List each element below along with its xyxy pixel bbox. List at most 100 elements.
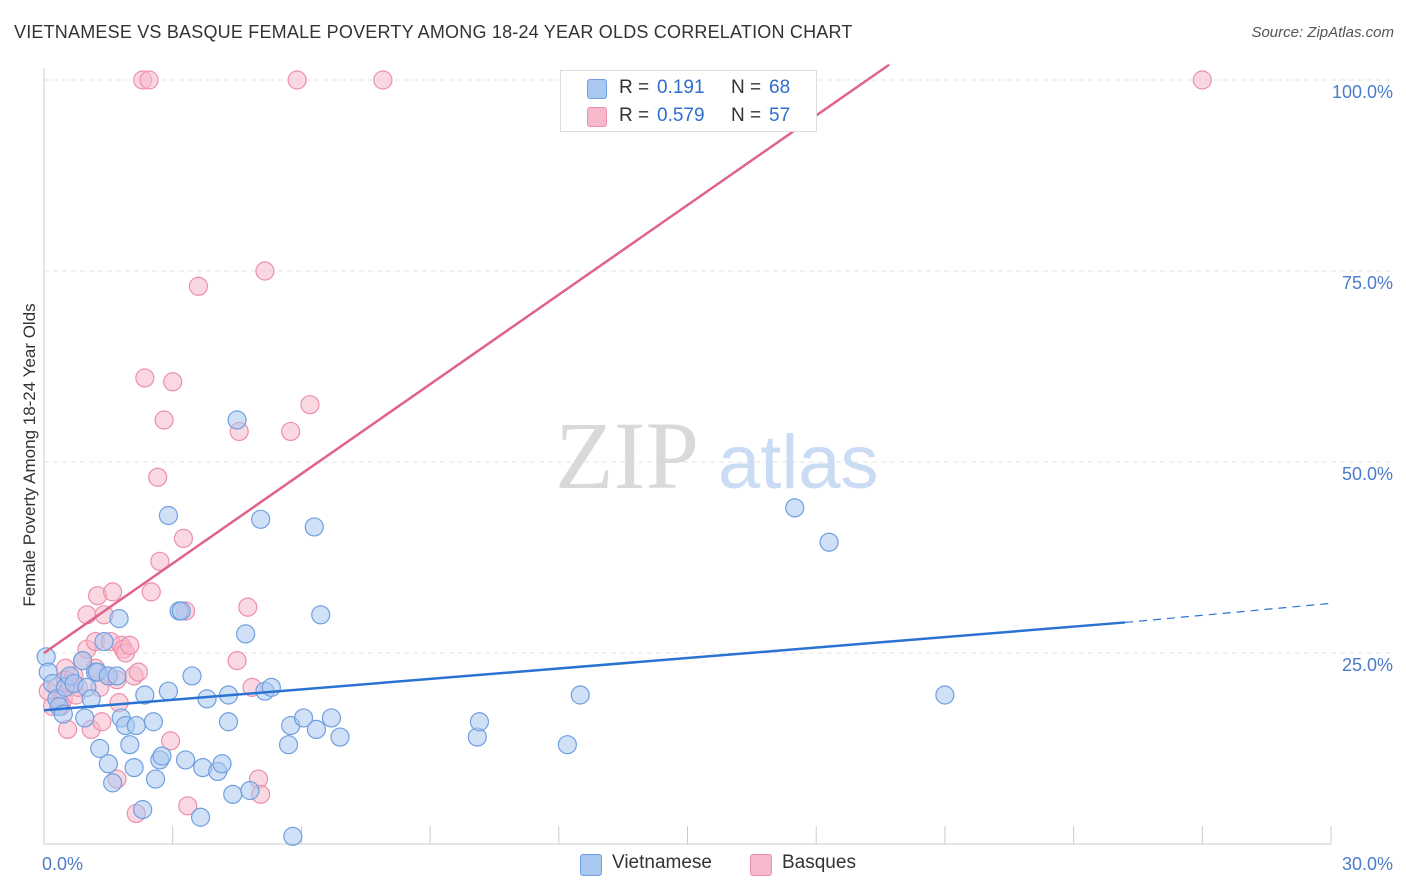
vietnamese-point: [570, 685, 590, 705]
vietnamese-point: [175, 750, 196, 770]
basques-point: [163, 372, 183, 392]
basques-point: [139, 70, 159, 90]
basques-point: [173, 528, 194, 549]
vietnamese-point: [304, 517, 324, 537]
correlation-legend: R = 0.191 N = 68 R = 0.579 N = 57: [560, 70, 817, 132]
vietnamese-point: [785, 498, 805, 518]
vietnamese-point: [935, 685, 955, 705]
r-label: R =: [619, 77, 650, 98]
vietnamese-point: [109, 609, 129, 629]
watermark: ZIP atlas: [555, 402, 879, 509]
vietnamese-point: [75, 708, 95, 728]
basques-point: [148, 467, 168, 487]
vietnamese-point: [143, 712, 163, 732]
basques-point: [300, 395, 320, 415]
basques-point: [77, 605, 97, 625]
r-value: 0.191: [657, 77, 705, 98]
vietnamese-point: [126, 715, 146, 736]
legend-label: Basques: [782, 852, 856, 873]
vietnamese-point: [120, 735, 140, 755]
basques-point: [120, 635, 140, 655]
legend-row-vietnamese: R = 0.191 N = 68: [561, 75, 816, 103]
vietnamese-point: [283, 826, 303, 846]
vietnamese-point: [311, 605, 331, 625]
vietnamese-point: [227, 410, 247, 430]
basques-point: [238, 597, 258, 617]
basques-swatch: [587, 107, 607, 127]
r-label: R =: [619, 105, 650, 126]
y-axis-label: Female Poverty Among 18-24 Year Olds: [20, 303, 39, 606]
n-value: 57: [769, 105, 791, 126]
vietnamese-point: [469, 712, 490, 732]
basques-trend-line: [43, 63, 890, 655]
vietnamese-point: [124, 757, 144, 778]
basques-point: [1192, 70, 1212, 90]
vietnamese-point: [103, 773, 123, 793]
x-tick-label: 0.0%: [42, 854, 83, 874]
watermark-atlas: atlas: [718, 420, 879, 505]
vietnamese-point: [261, 677, 281, 697]
vietnamese-point: [98, 754, 118, 774]
basques-point: [188, 276, 209, 296]
vietnamese-trend-extension: [1125, 602, 1332, 624]
basques-point: [103, 582, 123, 602]
vietnamese-point: [236, 624, 256, 644]
legend-label: Vietnamese: [612, 852, 712, 873]
vietnamese-trend-line: [43, 621, 1126, 712]
vietnamese-point: [182, 666, 202, 686]
basques-point: [150, 551, 170, 571]
vietnamese-point: [90, 738, 110, 759]
tick-labels: 25.0% 50.0% 75.0% 100.0% 0.0% 30.0%: [42, 82, 1393, 874]
vietnamese-point: [94, 631, 114, 652]
vietnamese-point: [223, 784, 243, 804]
basques-point: [128, 662, 148, 682]
basques-point: [160, 731, 181, 751]
basques-point: [178, 796, 198, 816]
axes: [43, 68, 1332, 845]
basques-point: [281, 421, 301, 442]
vietnamese-point: [293, 708, 314, 728]
vietnamese-point: [321, 708, 342, 728]
basques-point: [287, 70, 307, 90]
y-tick-label: 100.0%: [1332, 82, 1393, 102]
vietnamese-point: [158, 681, 179, 701]
vietnamese-point: [212, 754, 232, 774]
vietnamese-point: [278, 735, 299, 755]
vietnamese-point: [251, 509, 271, 529]
n-label: N =: [731, 77, 762, 98]
vietnamese-point: [152, 746, 172, 766]
basques-swatch: [750, 854, 772, 876]
basques-point: [373, 70, 393, 90]
vietnamese-point: [819, 532, 839, 552]
vietnamese-points: [36, 410, 955, 846]
n-value: 68: [769, 77, 791, 98]
y-tick-label: 75.0%: [1342, 273, 1393, 293]
vietnamese-point: [557, 735, 577, 755]
vietnamese-point: [73, 651, 93, 671]
vietnamese-swatch: [580, 854, 602, 876]
x-tick-label: 30.0%: [1342, 854, 1393, 874]
n-label: N =: [731, 105, 762, 126]
vietnamese-point: [107, 666, 127, 686]
vietnamese-point: [81, 689, 101, 709]
basques-point: [227, 651, 247, 671]
vietnamese-point: [133, 800, 153, 820]
vietnamese-point: [330, 727, 350, 747]
vietnamese-point: [158, 505, 179, 526]
basques-point: [141, 582, 161, 602]
source-label: Source: ZipAtlas.com: [1251, 24, 1394, 41]
basques-point: [92, 712, 112, 732]
grid-lines: [44, 79, 1394, 654]
trend-lines: [43, 63, 1332, 712]
basques-point: [154, 410, 174, 430]
vietnamese-point: [190, 807, 211, 827]
vietnamese-point: [306, 719, 327, 740]
chart-title: VIETNAMESE VS BASQUE FEMALE POVERTY AMON…: [14, 22, 853, 42]
watermark-zip: ZIP: [555, 402, 699, 509]
vietnamese-point: [171, 601, 191, 621]
y-tick-label: 25.0%: [1342, 655, 1393, 675]
vietnamese-point: [240, 780, 260, 801]
basques-point: [135, 368, 155, 388]
vietnamese-swatch: [587, 79, 607, 99]
